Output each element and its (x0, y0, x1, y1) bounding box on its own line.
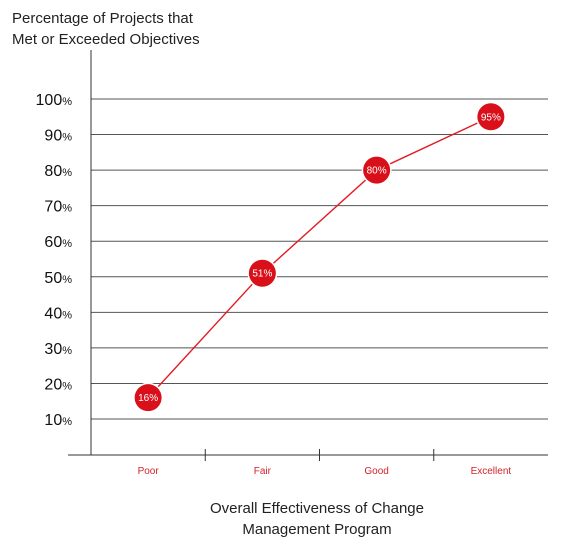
y-axis-title: Percentage of Projects that Met or Excee… (12, 8, 200, 50)
y-tick-label-60: 60% (44, 234, 72, 251)
data-label: 95% (481, 112, 501, 123)
y-tick-label-90: 90% (44, 128, 72, 145)
data-label: 51% (252, 269, 272, 280)
x-axis-title: Overall Effectiveness of Change Manageme… (150, 498, 484, 540)
data-point (363, 156, 391, 184)
data-label: 80% (367, 166, 387, 177)
y-tick-label-20: 20% (44, 376, 72, 393)
y-tick-label-100: 100% (36, 92, 73, 109)
y-tick-label-30: 30% (44, 341, 72, 358)
x-axis-title-line-2: Management Program (242, 521, 392, 538)
y-tick-label-10: 10% (44, 412, 72, 429)
x-tick-label-good: Good (364, 466, 388, 477)
y-axis-title-line-2: Met or Exceeded Objectives (12, 31, 200, 48)
x-tick-label-excellent: Excellent (471, 466, 512, 477)
x-tick-label-poor: Poor (138, 466, 160, 477)
y-tick-label-50: 50% (44, 270, 72, 287)
y-axis-title-line-1: Percentage of Projects that (12, 10, 193, 27)
y-tick-label-80: 80% (44, 163, 72, 180)
gridlines (91, 98, 548, 420)
x-axis-title-line-1: Overall Effectiveness of Change (209, 500, 424, 517)
y-tick-label-40: 40% (44, 305, 72, 322)
x-tick-label-fair: Fair (254, 466, 272, 477)
data-point (248, 259, 276, 287)
data-point (477, 103, 505, 131)
data-label: 16% (138, 393, 158, 404)
series-line (147, 116, 492, 399)
y-tick-label-70: 70% (44, 199, 72, 216)
data-point (134, 384, 162, 412)
